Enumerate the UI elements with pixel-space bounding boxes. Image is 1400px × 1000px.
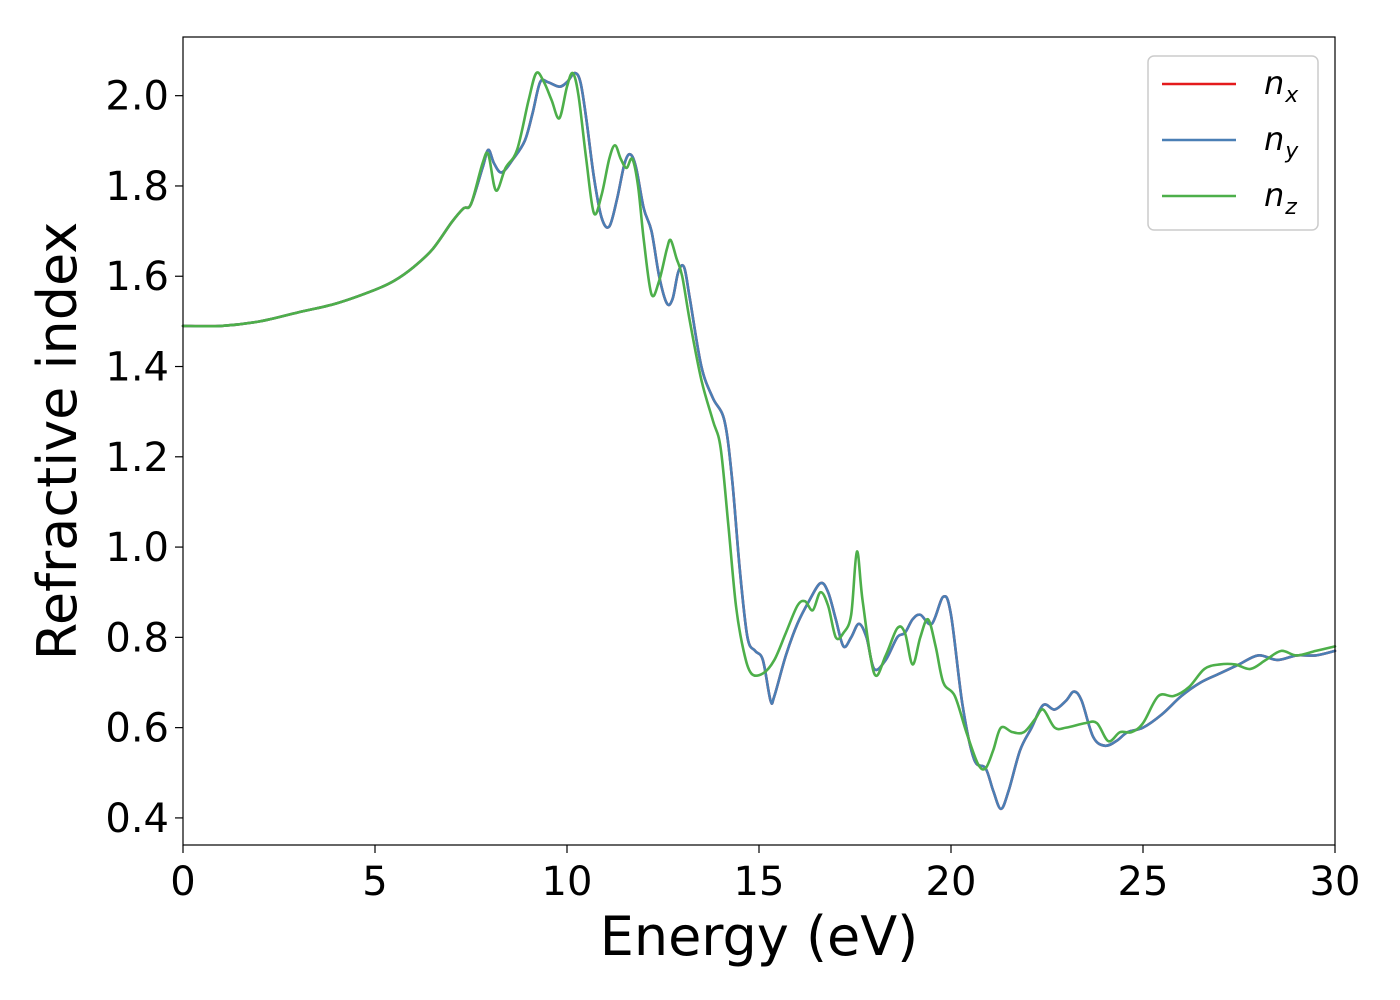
y-tick-label: 0.6 (105, 706, 169, 752)
y-tick-label: 1.8 (105, 164, 169, 210)
y-tick-label: 0.4 (105, 796, 169, 842)
x-axis-title: Energy (eV) (600, 905, 919, 968)
y-tick-label: 1.0 (105, 525, 169, 571)
series-line-nz (181, 71, 1337, 771)
legend-label-ny: ny (1264, 120, 1299, 164)
legend-box (1147, 55, 1319, 231)
x-tick-label: 20 (926, 859, 977, 905)
x-tick-label: 10 (542, 859, 593, 905)
y-tick-label: 1.6 (105, 254, 169, 300)
x-tick-label: 25 (1118, 859, 1169, 905)
x-tick-label: 5 (362, 859, 387, 905)
x-tick-label: 30 (1310, 859, 1361, 905)
x-axis: 0 5 10 15 20 25 30 (170, 845, 1360, 905)
x-tick-label: 15 (734, 859, 785, 905)
legend-subscript: y (1284, 139, 1299, 164)
legend-subscript: x (1284, 83, 1299, 108)
y-axis-title: Refractive index (26, 222, 89, 661)
legend-subscript: z (1284, 195, 1297, 220)
plot-background (183, 37, 1335, 845)
y-tick-label: 2.0 (105, 74, 169, 120)
y-tick-label: 1.2 (105, 435, 169, 481)
y-tick-label: 0.8 (105, 615, 169, 661)
x-tick-label: 0 (170, 859, 195, 905)
y-tick-label: 1.4 (105, 345, 169, 391)
y-axis: 0.4 0.6 0.8 1.0 1.2 1.4 1.6 1.8 2.0 (105, 74, 183, 842)
series-layer (181, 71, 1337, 811)
